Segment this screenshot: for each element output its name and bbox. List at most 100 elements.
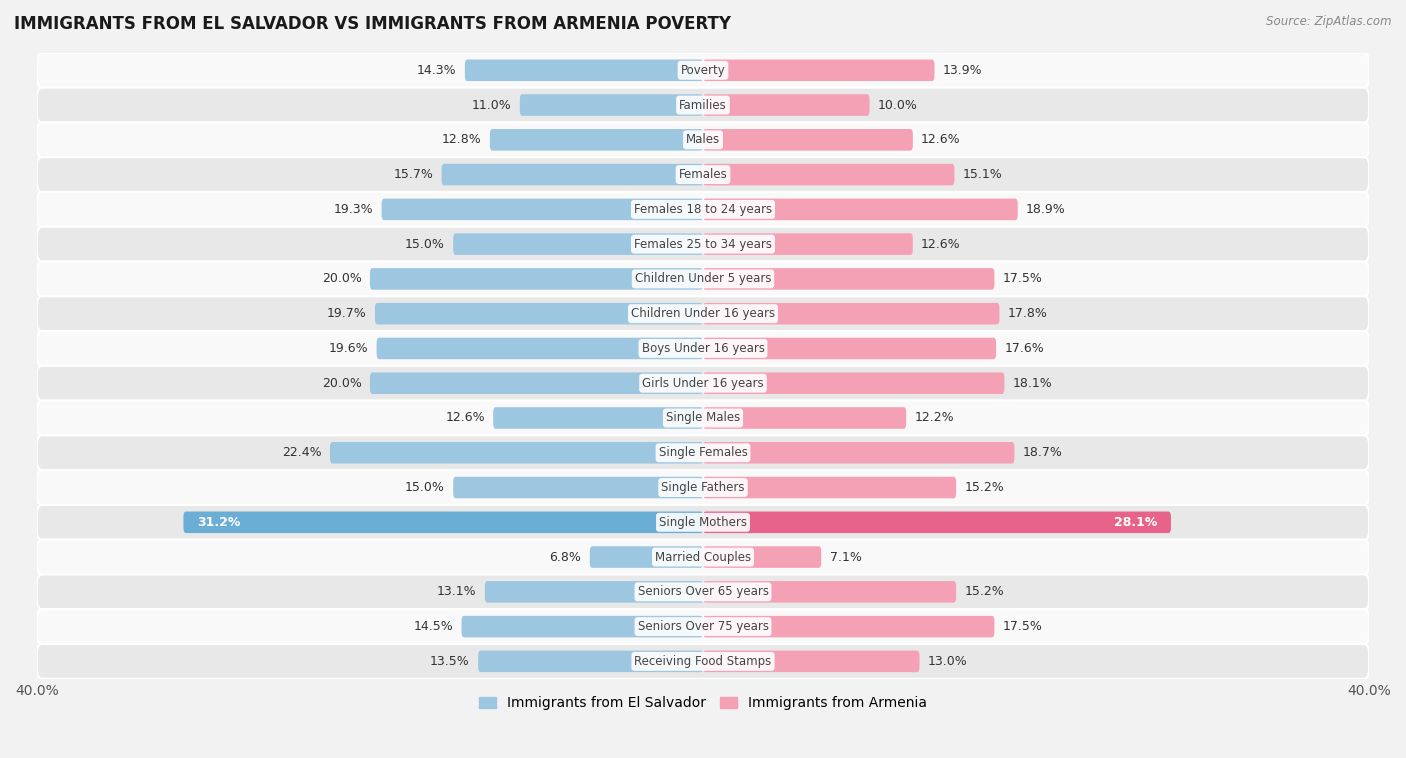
Text: 17.5%: 17.5% xyxy=(1002,272,1043,286)
FancyBboxPatch shape xyxy=(381,199,703,220)
Text: 12.6%: 12.6% xyxy=(921,238,960,251)
FancyBboxPatch shape xyxy=(375,303,703,324)
Text: Males: Males xyxy=(686,133,720,146)
FancyBboxPatch shape xyxy=(520,94,703,116)
Text: Source: ZipAtlas.com: Source: ZipAtlas.com xyxy=(1267,15,1392,28)
Text: Families: Families xyxy=(679,99,727,111)
FancyBboxPatch shape xyxy=(37,123,1369,157)
Text: Seniors Over 65 years: Seniors Over 65 years xyxy=(637,585,769,598)
FancyBboxPatch shape xyxy=(37,644,1369,678)
FancyBboxPatch shape xyxy=(703,442,1014,464)
FancyBboxPatch shape xyxy=(37,505,1369,540)
FancyBboxPatch shape xyxy=(37,88,1369,123)
FancyBboxPatch shape xyxy=(489,129,703,151)
Text: 18.7%: 18.7% xyxy=(1022,446,1063,459)
FancyBboxPatch shape xyxy=(703,268,994,290)
Text: 11.0%: 11.0% xyxy=(472,99,512,111)
Text: 17.8%: 17.8% xyxy=(1008,307,1047,320)
FancyBboxPatch shape xyxy=(37,192,1369,227)
FancyBboxPatch shape xyxy=(370,372,703,394)
Text: Seniors Over 75 years: Seniors Over 75 years xyxy=(637,620,769,633)
Text: 13.1%: 13.1% xyxy=(437,585,477,598)
Text: 20.0%: 20.0% xyxy=(322,272,361,286)
FancyBboxPatch shape xyxy=(183,512,703,533)
Text: 31.2%: 31.2% xyxy=(197,515,240,529)
FancyBboxPatch shape xyxy=(703,512,1171,533)
FancyBboxPatch shape xyxy=(453,477,703,498)
Text: 19.7%: 19.7% xyxy=(326,307,367,320)
Text: 19.3%: 19.3% xyxy=(333,203,373,216)
Text: Females 18 to 24 years: Females 18 to 24 years xyxy=(634,203,772,216)
FancyBboxPatch shape xyxy=(461,615,703,637)
FancyBboxPatch shape xyxy=(37,401,1369,435)
FancyBboxPatch shape xyxy=(703,233,912,255)
Text: 17.6%: 17.6% xyxy=(1004,342,1045,355)
FancyBboxPatch shape xyxy=(37,53,1369,88)
Text: 6.8%: 6.8% xyxy=(550,550,582,563)
Text: 14.3%: 14.3% xyxy=(418,64,457,77)
FancyBboxPatch shape xyxy=(37,366,1369,401)
Text: Children Under 16 years: Children Under 16 years xyxy=(631,307,775,320)
FancyBboxPatch shape xyxy=(703,199,1018,220)
Text: 13.5%: 13.5% xyxy=(430,655,470,668)
FancyBboxPatch shape xyxy=(37,470,1369,505)
Text: 13.9%: 13.9% xyxy=(943,64,983,77)
FancyBboxPatch shape xyxy=(37,227,1369,262)
FancyBboxPatch shape xyxy=(485,581,703,603)
FancyBboxPatch shape xyxy=(589,547,703,568)
Text: 28.1%: 28.1% xyxy=(1115,515,1157,529)
Text: 15.1%: 15.1% xyxy=(963,168,1002,181)
FancyBboxPatch shape xyxy=(37,331,1369,366)
FancyBboxPatch shape xyxy=(37,157,1369,192)
Text: Single Fathers: Single Fathers xyxy=(661,481,745,494)
FancyBboxPatch shape xyxy=(37,435,1369,470)
FancyBboxPatch shape xyxy=(703,94,869,116)
Text: Married Couples: Married Couples xyxy=(655,550,751,563)
Text: 18.1%: 18.1% xyxy=(1012,377,1053,390)
Text: IMMIGRANTS FROM EL SALVADOR VS IMMIGRANTS FROM ARMENIA POVERTY: IMMIGRANTS FROM EL SALVADOR VS IMMIGRANT… xyxy=(14,15,731,33)
FancyBboxPatch shape xyxy=(703,60,935,81)
Text: Single Females: Single Females xyxy=(658,446,748,459)
Text: 19.6%: 19.6% xyxy=(329,342,368,355)
FancyBboxPatch shape xyxy=(37,296,1369,331)
FancyBboxPatch shape xyxy=(37,540,1369,575)
Text: 15.2%: 15.2% xyxy=(965,585,1004,598)
Text: Girls Under 16 years: Girls Under 16 years xyxy=(643,377,763,390)
FancyBboxPatch shape xyxy=(703,407,907,429)
FancyBboxPatch shape xyxy=(37,262,1369,296)
Text: Females 25 to 34 years: Females 25 to 34 years xyxy=(634,238,772,251)
Text: 18.9%: 18.9% xyxy=(1026,203,1066,216)
Text: 12.8%: 12.8% xyxy=(441,133,481,146)
Text: 15.2%: 15.2% xyxy=(965,481,1004,494)
Text: 17.5%: 17.5% xyxy=(1002,620,1043,633)
FancyBboxPatch shape xyxy=(703,581,956,603)
FancyBboxPatch shape xyxy=(465,60,703,81)
FancyBboxPatch shape xyxy=(703,337,995,359)
FancyBboxPatch shape xyxy=(453,233,703,255)
Text: 12.6%: 12.6% xyxy=(446,412,485,424)
Text: Single Mothers: Single Mothers xyxy=(659,515,747,529)
FancyBboxPatch shape xyxy=(478,650,703,672)
FancyBboxPatch shape xyxy=(703,129,912,151)
FancyBboxPatch shape xyxy=(370,268,703,290)
Text: 10.0%: 10.0% xyxy=(877,99,918,111)
Text: Poverty: Poverty xyxy=(681,64,725,77)
FancyBboxPatch shape xyxy=(703,303,1000,324)
Text: 15.7%: 15.7% xyxy=(394,168,433,181)
FancyBboxPatch shape xyxy=(494,407,703,429)
Text: Receiving Food Stamps: Receiving Food Stamps xyxy=(634,655,772,668)
FancyBboxPatch shape xyxy=(377,337,703,359)
Text: Females: Females xyxy=(679,168,727,181)
FancyBboxPatch shape xyxy=(703,477,956,498)
FancyBboxPatch shape xyxy=(37,609,1369,644)
FancyBboxPatch shape xyxy=(703,164,955,186)
FancyBboxPatch shape xyxy=(37,575,1369,609)
Text: Boys Under 16 years: Boys Under 16 years xyxy=(641,342,765,355)
FancyBboxPatch shape xyxy=(703,372,1004,394)
FancyBboxPatch shape xyxy=(703,547,821,568)
Text: 22.4%: 22.4% xyxy=(283,446,322,459)
Text: 12.2%: 12.2% xyxy=(914,412,955,424)
Text: 12.6%: 12.6% xyxy=(921,133,960,146)
FancyBboxPatch shape xyxy=(330,442,703,464)
Text: 7.1%: 7.1% xyxy=(830,550,862,563)
